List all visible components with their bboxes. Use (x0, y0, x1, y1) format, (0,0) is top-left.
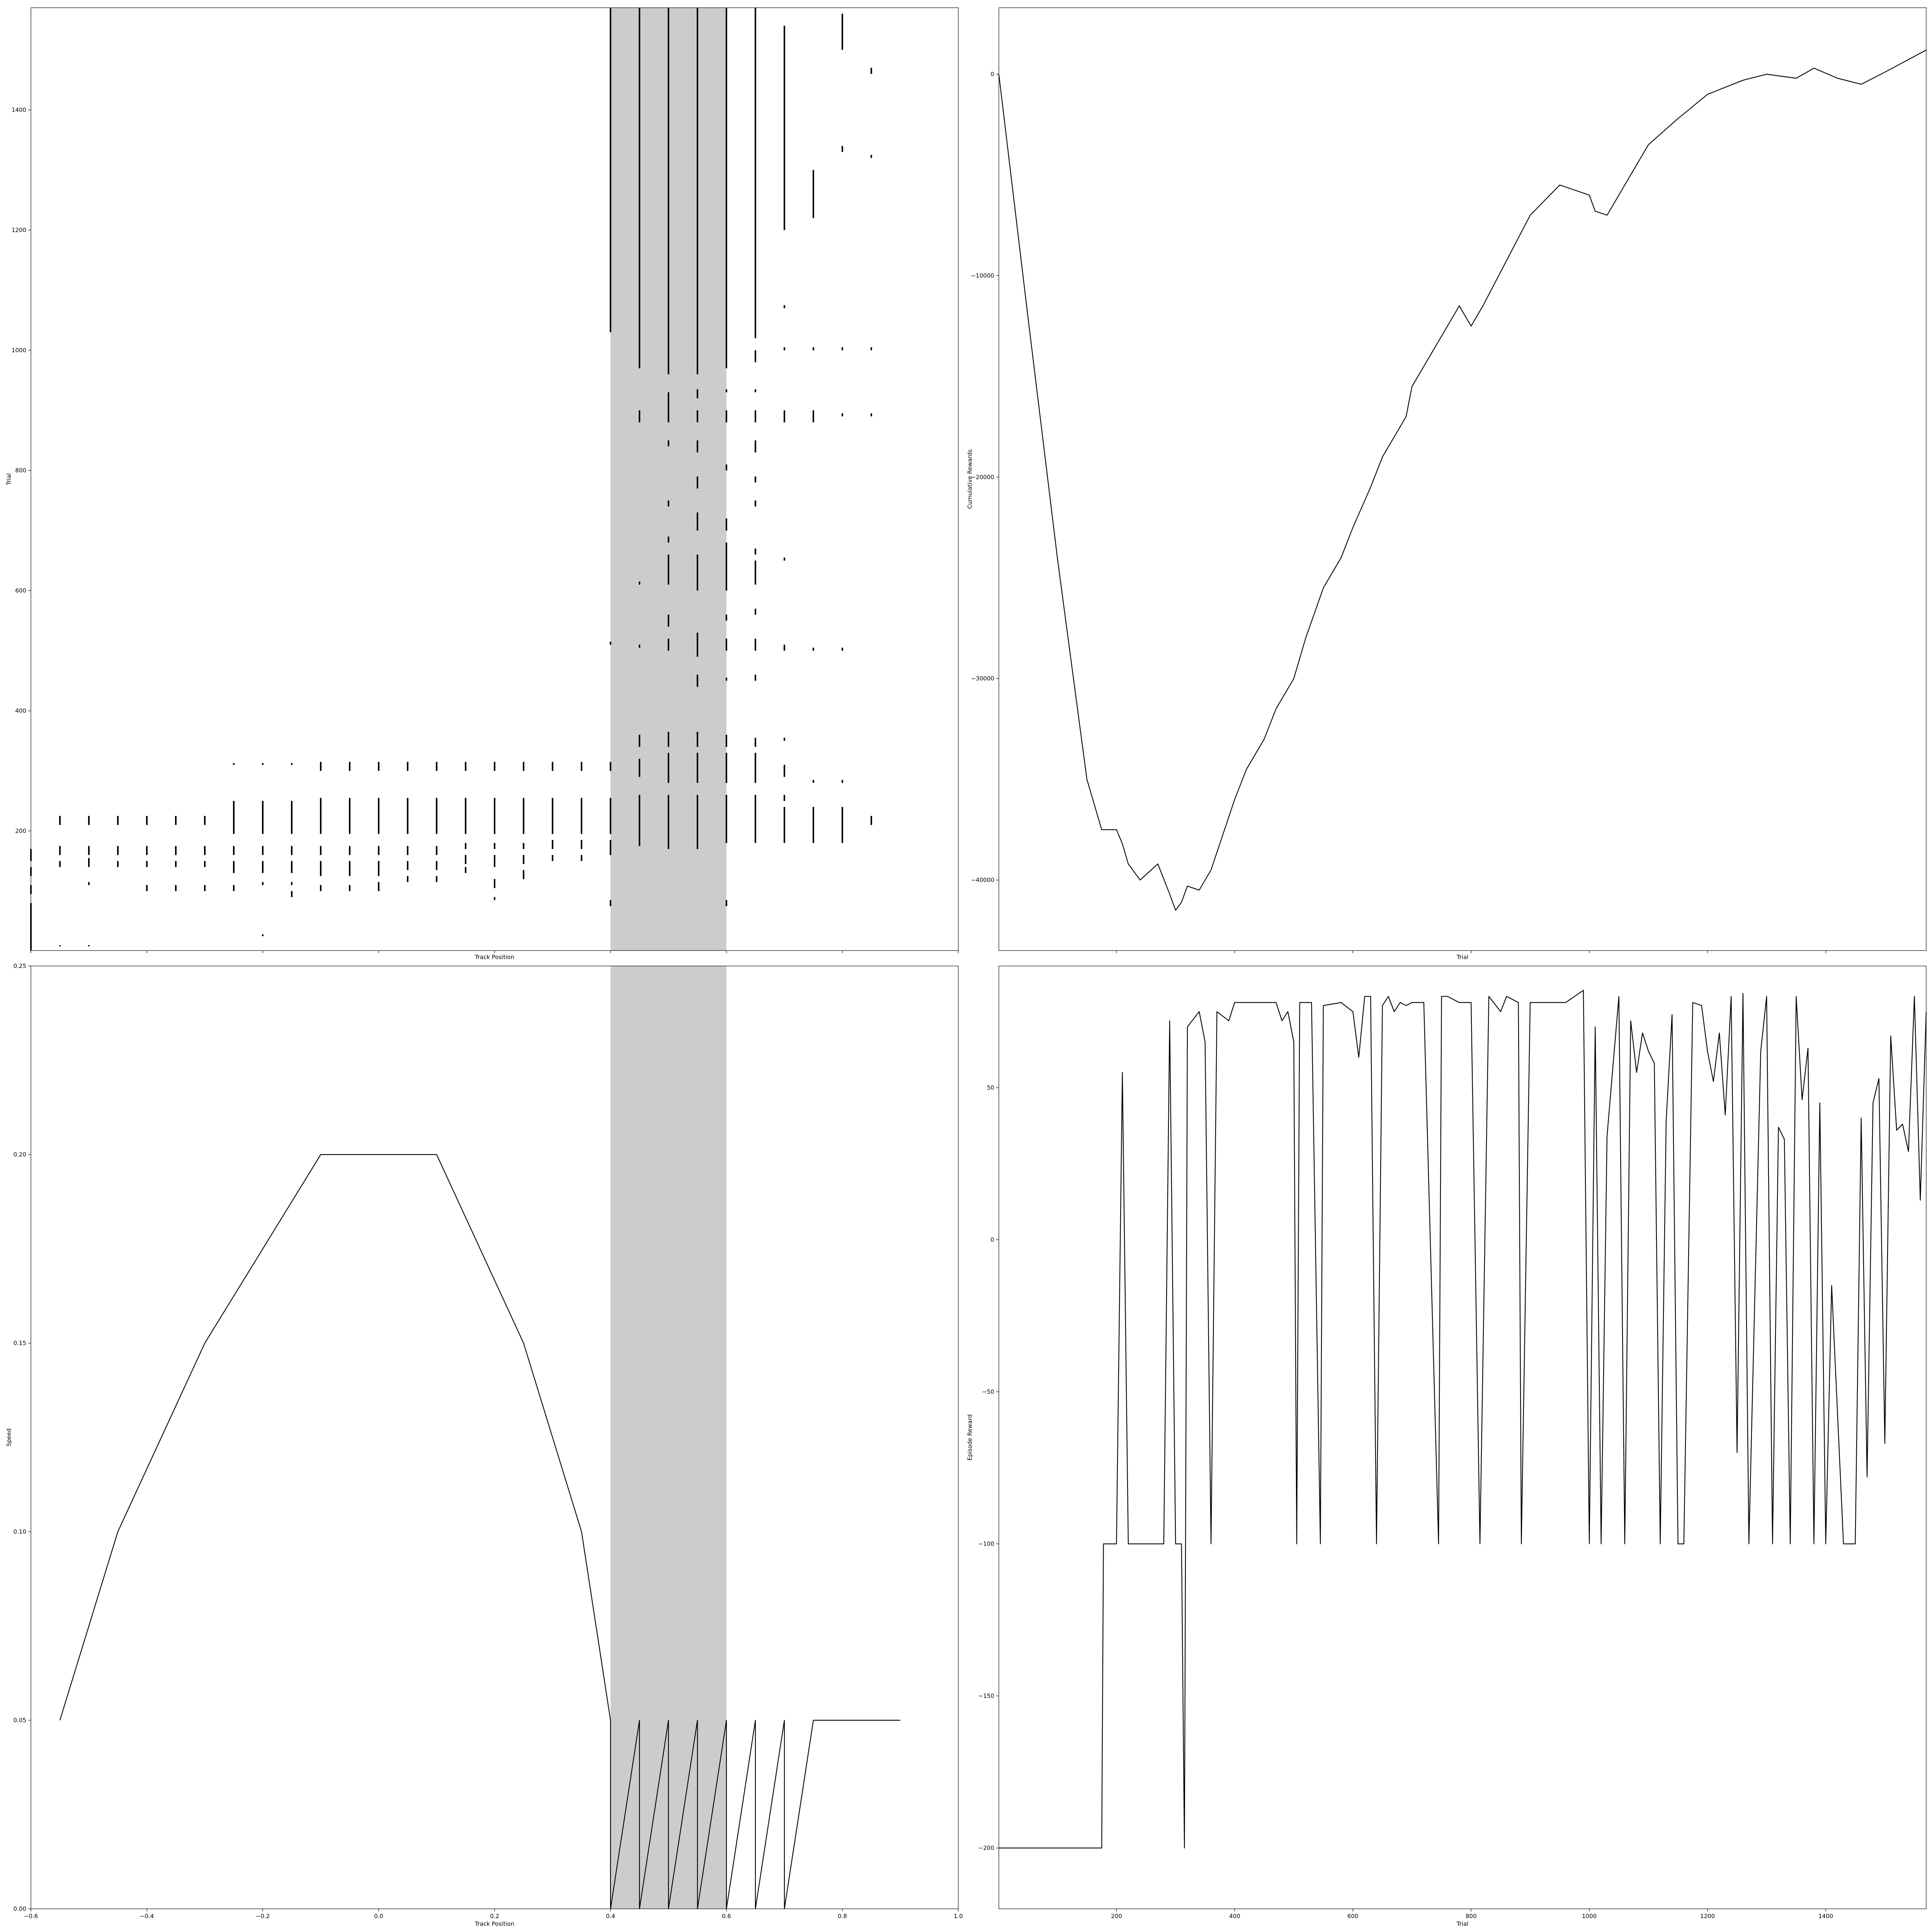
y-tick-label: 1000 (12, 347, 26, 354)
y-tick-label: 600 (15, 587, 26, 594)
y-tick-label: 200 (15, 828, 26, 835)
y-axis-label: Cumulative Rewards (966, 449, 973, 509)
y-tick-label: −10000 (971, 272, 994, 279)
series-line (998, 49, 1927, 911)
x-axis-label: Trial (1456, 1920, 1469, 1927)
x-axis-label: Trial (1456, 954, 1469, 961)
x-axis-label: Track Position (474, 1920, 514, 1927)
chart-cumulative-rewards: −40000 −30000 −20000 −10000 0 Trial Cumulative… (966, 7, 1927, 961)
x-axis-label: Track Position (474, 954, 514, 961)
x-tick-label: 0.6 (722, 1913, 731, 1920)
x-tick-label: −0.6 (24, 1913, 38, 1920)
y-tick-label: 50 (987, 1084, 994, 1091)
axes-frame (998, 966, 1927, 1909)
x-tick-label: 0.0 (374, 1913, 383, 1920)
y-axis-label: Trial (5, 473, 12, 486)
y-tick-label: −40000 (971, 877, 994, 884)
x-tick-label: 400 (1229, 1913, 1240, 1920)
x-tick-label: 1.0 (954, 1913, 963, 1920)
x-tick-label: 600 (1347, 1913, 1359, 1920)
x-tick-label: 1000 (1582, 1913, 1597, 1920)
chart-speed-vs-track-position: −0.6 −0.4 −0.2 0.0 0.2 0.4 0.6 0.8 1.0 0.00 0.05 0.… (5, 963, 963, 1927)
y-tick-label: 0 (990, 71, 994, 78)
y-tick-label: −30000 (971, 675, 994, 682)
y-tick-label: 0.20 (14, 1151, 26, 1158)
x-tick-label: 1400 (1818, 1913, 1833, 1920)
y-tick-label: 0.25 (14, 963, 26, 969)
y-tick-label: 800 (15, 467, 26, 474)
x-tick-label: 0.8 (838, 1913, 847, 1920)
y-tick-label: 0.05 (14, 1717, 26, 1724)
x-tick-label: 0.4 (606, 1913, 615, 1920)
y-tick-label: 400 (15, 707, 26, 714)
series-line (999, 990, 1927, 1849)
y-axis-label: Speed (5, 1428, 12, 1446)
y-tick-label: −50 (982, 1388, 994, 1395)
y-tick-label: −150 (978, 1692, 994, 1699)
x-tick-label: 200 (1111, 1913, 1122, 1920)
y-tick-label: 0.00 (14, 1905, 26, 1912)
x-tick-label: 800 (1466, 1913, 1477, 1920)
y-tick-label: 1400 (12, 106, 26, 113)
y-axis-label: Episode Reward (966, 1414, 973, 1461)
x-tick-label: 1200 (1700, 1913, 1715, 1920)
y-tick-label: −20000 (971, 474, 994, 481)
axes-frame (998, 7, 1927, 951)
chart-trial-vs-track-position: 200 400 600 800 1000 1200 1400 Track Position Tr… (5, 7, 959, 961)
x-tick-label: −0.2 (256, 1913, 270, 1920)
y-tick-label: 0.10 (14, 1528, 26, 1535)
y-tick-label: −100 (978, 1540, 994, 1547)
y-tick-label: −200 (978, 1845, 994, 1852)
y-tick-label: 0 (990, 1236, 994, 1243)
chart-episode-reward: 200 400 600 800 1000 1200 1400 −200 −150 −100 −50 0… (966, 966, 1927, 1927)
x-tick-label: −0.4 (140, 1913, 154, 1920)
y-tick-label: 0.15 (14, 1340, 26, 1347)
x-tick-label: 0.2 (490, 1913, 499, 1920)
series-line (59, 1154, 900, 1910)
y-tick-label: 1200 (12, 226, 26, 233)
